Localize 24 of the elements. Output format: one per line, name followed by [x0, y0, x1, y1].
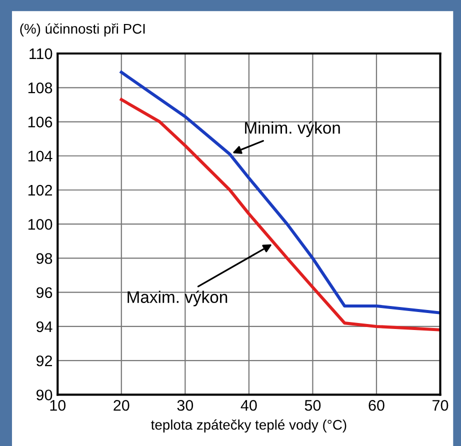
- y-tick-label: 104: [28, 150, 52, 162]
- y-tick-label: 94: [36, 321, 52, 332]
- x-tick-label: 50: [304, 400, 321, 411]
- y-tick-label: 100: [28, 218, 52, 230]
- y-tick-label: 98: [36, 253, 52, 264]
- x-axis-title: teplota zpátečky teplé vody (°C): [151, 419, 346, 432]
- annotation: Maxim. výkon: [128, 290, 228, 306]
- y-tick-label: 106: [28, 116, 52, 128]
- y-tick-label: 108: [28, 82, 52, 94]
- y-tick-label: 90: [36, 390, 52, 400]
- annotation: Minim. výkon: [245, 121, 340, 138]
- x-tick-label: 30: [177, 400, 194, 411]
- line-series: [120, 98, 440, 332]
- y-tick-label: 110: [30, 48, 52, 60]
- x-tick-label: 70: [432, 400, 448, 411]
- x-tick-label: 60: [368, 400, 384, 411]
- y-tick-label: 92: [36, 355, 52, 366]
- y-tick-label: 102: [28, 184, 52, 196]
- x-tick-label: 20: [114, 400, 130, 411]
- x-tick-label: 40: [240, 400, 257, 411]
- line-series: [120, 70, 440, 314]
- x-tick-label: 10: [50, 400, 66, 411]
- y-tick-label: 96: [36, 287, 52, 298]
- y-axis-title: (%) účinnosti při PCI: [20, 23, 145, 36]
